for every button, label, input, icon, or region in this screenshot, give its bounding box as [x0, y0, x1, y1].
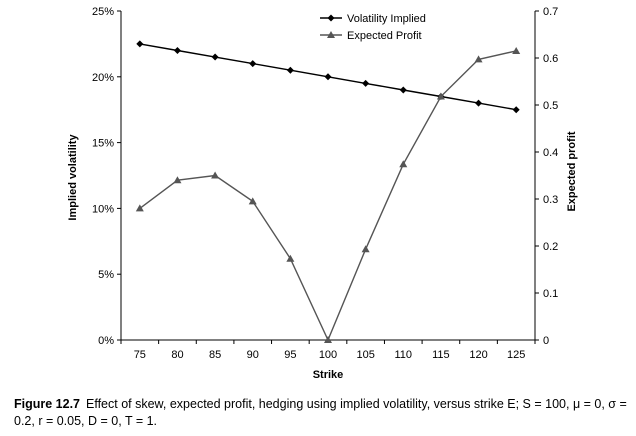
- left-y-tick-label: 0%: [98, 335, 114, 347]
- x-tick-label: 110: [394, 349, 412, 361]
- right-y-tick-label: 0.4: [543, 147, 558, 159]
- x-tick-label: 75: [134, 349, 146, 361]
- left-y-tick-label: 5%: [98, 269, 114, 281]
- left-y-tick-label: 25%: [92, 6, 114, 18]
- x-tick-label: 120: [469, 349, 487, 361]
- figure-caption: Figure 12.7 Effect of skew, expected prof…: [14, 396, 629, 430]
- x-tick-label: 105: [356, 349, 374, 361]
- right-y-tick-label: 0.7: [543, 6, 558, 18]
- volatility-implied-point: [286, 66, 294, 74]
- x-tick-label: 115: [432, 349, 450, 361]
- right-y-tick-label: 0.1: [543, 288, 558, 300]
- left-y-axis-title: Implied volatility: [67, 134, 79, 221]
- left-y-tick-label: 20%: [92, 72, 114, 84]
- expected-profit-point: [211, 171, 220, 179]
- right-y-tick-label: 0.5: [543, 100, 558, 112]
- volatility-implied-point: [173, 46, 181, 54]
- volatility-implied-point: [324, 73, 332, 81]
- volatility-implied-point: [211, 53, 219, 61]
- right-y-axis-title: Expected profit: [566, 131, 578, 211]
- legend-volatility-implied-marker: [327, 14, 335, 22]
- expected-profit-line: [139, 50, 517, 342]
- volatility-implied-point: [362, 79, 370, 87]
- x-tick-label: 80: [171, 349, 183, 361]
- right-y-tick-label: 0.3: [543, 194, 558, 206]
- x-tick-label: 85: [209, 349, 221, 361]
- expected-profit-point: [399, 160, 408, 168]
- expected-profit-point: [361, 245, 370, 253]
- expected-profit-point: [135, 204, 144, 212]
- legend-expected-profit-label: Expected Profit: [347, 30, 422, 42]
- volatility-implied-point: [512, 106, 520, 114]
- right-y-tick-label: 0.6: [543, 53, 558, 65]
- expected-profit-point: [324, 336, 332, 343]
- caption-label: Figure 12.7: [14, 397, 80, 411]
- legend-volatility-implied-label: Volatility Implied: [347, 13, 426, 25]
- caption-text: Effect of skew, expected profit, hedging…: [14, 397, 627, 428]
- x-tick-label: 125: [507, 349, 525, 361]
- right-y-tick-label: 0: [543, 335, 549, 347]
- expected-profit-point: [286, 254, 295, 262]
- expected-profit-point: [436, 92, 445, 100]
- x-tick-label: 90: [247, 349, 259, 361]
- volatility-implied-point: [475, 99, 483, 107]
- expected-profit-point: [512, 46, 521, 54]
- left-y-tick-label: 10%: [92, 203, 114, 215]
- x-tick-label: 100: [319, 349, 337, 361]
- legend-expected-profit-marker: [327, 31, 335, 38]
- volatility-implied-point: [399, 86, 407, 94]
- expected-profit-point: [173, 176, 182, 184]
- volatility-implied-point: [136, 40, 144, 48]
- x-axis-title: Strike: [313, 369, 344, 381]
- expected-profit-point: [248, 197, 257, 205]
- left-y-tick-label: 15%: [92, 138, 114, 150]
- x-tick-label: 95: [284, 349, 296, 361]
- dual-axis-line-chart: 0% 5% 10% 15% 20% 25% 0 0.1 0.2 0.3 0.4 0.5 0.6 0.7 75…: [67, 6, 578, 381]
- volatility-implied-point: [249, 60, 257, 68]
- expected-profit-point: [474, 55, 483, 63]
- right-y-tick-label: 0.2: [543, 241, 558, 253]
